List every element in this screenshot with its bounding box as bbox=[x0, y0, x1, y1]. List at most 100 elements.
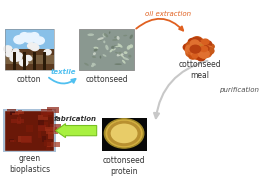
Circle shape bbox=[6, 52, 12, 57]
Bar bbox=[11, 119, 24, 123]
Circle shape bbox=[28, 43, 36, 49]
Ellipse shape bbox=[114, 36, 117, 38]
Circle shape bbox=[13, 55, 22, 61]
Circle shape bbox=[201, 44, 207, 49]
Bar bbox=[5, 30, 54, 50]
Circle shape bbox=[187, 42, 192, 46]
Bar bbox=[5, 55, 54, 64]
Circle shape bbox=[14, 36, 25, 44]
Ellipse shape bbox=[118, 43, 123, 48]
Circle shape bbox=[191, 52, 197, 56]
Circle shape bbox=[200, 41, 209, 47]
Bar bbox=[5, 111, 54, 151]
Bar bbox=[5, 111, 54, 151]
Bar bbox=[79, 30, 134, 70]
Bar bbox=[38, 125, 46, 131]
Circle shape bbox=[194, 54, 201, 59]
Ellipse shape bbox=[109, 49, 113, 52]
Circle shape bbox=[27, 57, 32, 61]
Circle shape bbox=[188, 38, 197, 45]
Ellipse shape bbox=[117, 53, 122, 56]
Circle shape bbox=[205, 49, 213, 54]
Circle shape bbox=[203, 48, 213, 55]
Ellipse shape bbox=[123, 57, 129, 60]
Circle shape bbox=[202, 54, 207, 58]
Bar bbox=[10, 111, 18, 115]
Bar bbox=[13, 52, 16, 70]
Bar bbox=[5, 30, 54, 70]
Circle shape bbox=[197, 52, 202, 55]
Circle shape bbox=[193, 47, 202, 54]
Circle shape bbox=[201, 43, 210, 50]
Bar bbox=[46, 146, 50, 150]
Bar bbox=[40, 122, 48, 127]
Text: cottonseed
protein: cottonseed protein bbox=[103, 156, 145, 176]
Ellipse shape bbox=[91, 64, 94, 67]
Circle shape bbox=[202, 47, 213, 55]
Circle shape bbox=[31, 45, 39, 50]
Ellipse shape bbox=[92, 56, 96, 58]
Ellipse shape bbox=[115, 46, 121, 47]
Bar bbox=[47, 107, 59, 113]
Bar bbox=[41, 109, 51, 115]
Bar bbox=[79, 30, 134, 70]
Text: fabrication: fabrication bbox=[54, 116, 97, 122]
Ellipse shape bbox=[92, 63, 96, 66]
Ellipse shape bbox=[100, 56, 101, 59]
Circle shape bbox=[197, 55, 205, 61]
Bar bbox=[102, 118, 147, 151]
Circle shape bbox=[202, 40, 207, 44]
Circle shape bbox=[192, 38, 201, 45]
Ellipse shape bbox=[112, 39, 118, 41]
Ellipse shape bbox=[105, 45, 109, 50]
Bar bbox=[17, 117, 21, 124]
Ellipse shape bbox=[129, 44, 133, 48]
Bar bbox=[13, 140, 16, 142]
Ellipse shape bbox=[94, 47, 99, 49]
Circle shape bbox=[194, 45, 202, 50]
Circle shape bbox=[20, 33, 29, 39]
Circle shape bbox=[192, 40, 202, 47]
FancyArrow shape bbox=[56, 124, 97, 138]
Bar bbox=[21, 136, 33, 143]
Ellipse shape bbox=[123, 35, 127, 36]
Circle shape bbox=[186, 50, 196, 57]
Ellipse shape bbox=[117, 36, 120, 40]
Circle shape bbox=[206, 44, 213, 49]
Text: cotton: cotton bbox=[17, 75, 42, 84]
Circle shape bbox=[44, 50, 51, 55]
Circle shape bbox=[201, 41, 207, 45]
Text: green
bioplastics: green bioplastics bbox=[9, 154, 50, 174]
Ellipse shape bbox=[127, 45, 131, 50]
Bar bbox=[48, 132, 53, 139]
Circle shape bbox=[104, 119, 144, 148]
Text: cottonseed: cottonseed bbox=[85, 75, 128, 84]
Circle shape bbox=[194, 47, 198, 51]
Circle shape bbox=[201, 46, 209, 51]
Text: cottonseed
meal: cottonseed meal bbox=[179, 60, 222, 80]
Circle shape bbox=[188, 47, 199, 55]
Circle shape bbox=[193, 42, 202, 49]
Circle shape bbox=[183, 44, 193, 51]
Bar bbox=[5, 30, 54, 70]
Bar bbox=[25, 125, 33, 132]
Ellipse shape bbox=[122, 60, 126, 64]
Circle shape bbox=[193, 48, 197, 51]
Ellipse shape bbox=[94, 48, 98, 51]
Bar bbox=[3, 109, 56, 151]
Circle shape bbox=[186, 47, 194, 54]
Text: purification: purification bbox=[219, 87, 259, 93]
Bar bbox=[38, 131, 41, 138]
Bar bbox=[43, 52, 46, 70]
Ellipse shape bbox=[109, 31, 111, 34]
Circle shape bbox=[187, 48, 194, 53]
Ellipse shape bbox=[93, 52, 96, 55]
Bar bbox=[38, 116, 48, 120]
Circle shape bbox=[192, 54, 197, 58]
Circle shape bbox=[196, 39, 203, 44]
Ellipse shape bbox=[128, 55, 131, 58]
Ellipse shape bbox=[113, 48, 116, 50]
Circle shape bbox=[205, 48, 214, 54]
Ellipse shape bbox=[111, 46, 114, 49]
Bar bbox=[23, 52, 26, 70]
